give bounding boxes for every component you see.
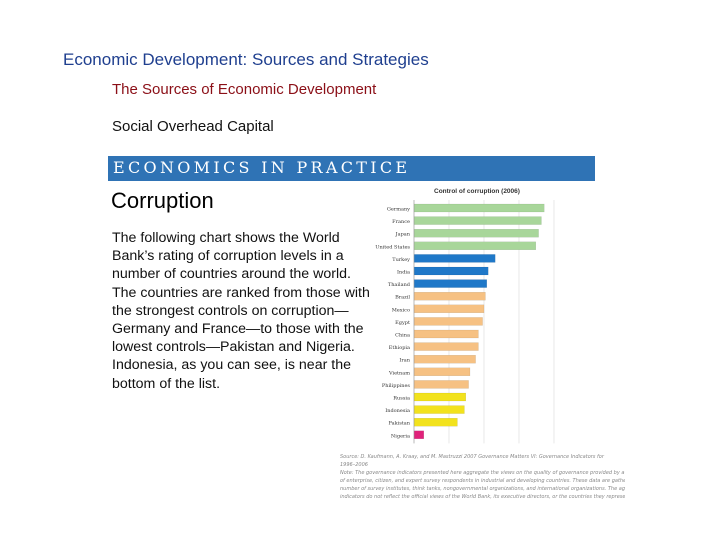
section-heading: The Sources of Economic Development	[112, 81, 377, 98]
bar-russia	[413, 392, 466, 402]
category-label: India	[397, 270, 410, 276]
category-label: Iran	[399, 358, 410, 364]
category-label: Pakistan	[388, 421, 410, 427]
bar-mexico	[413, 304, 485, 314]
source-note-line: 1996–2006	[340, 462, 368, 468]
bar-brazil	[413, 291, 486, 301]
box-body-text: The following chart shows the World Bank…	[112, 230, 370, 392]
source-note-line: number of survey institutes, think tanks…	[340, 486, 625, 492]
economics-in-practice-banner: ECONOMICS IN PRACTICE	[108, 156, 595, 181]
bar-egypt	[413, 317, 483, 326]
category-label: Nigeria	[391, 433, 410, 439]
category-label: Egypt	[395, 320, 410, 326]
category-label: Germany	[387, 207, 410, 213]
source-note: Source: D. Kaufmann, A. Kraay, and M. Ma…	[340, 453, 625, 501]
bar-india	[413, 266, 489, 276]
bar-nigeria	[413, 430, 425, 440]
category-label: Turkey	[392, 257, 410, 263]
bar-united-states	[413, 241, 537, 250]
bar-iran	[413, 354, 476, 364]
bar-philippines	[413, 380, 469, 389]
category-label: United States	[375, 244, 410, 250]
category-label: Thailand	[388, 282, 411, 288]
category-label: Russia	[393, 396, 410, 402]
bar-japan	[413, 229, 539, 238]
category-label: France	[392, 219, 410, 225]
box-title: Corruption	[111, 188, 214, 213]
bar-pakistan	[413, 417, 458, 427]
bar-turkey	[413, 254, 496, 263]
subsection-heading: Social Overhead Capital	[112, 118, 274, 135]
category-label: Brazil	[395, 295, 410, 301]
category-label: Ethiopia	[389, 345, 410, 351]
bar-thailand	[413, 279, 488, 288]
category-label: Mexico	[392, 307, 410, 313]
category-label: Vietnam	[388, 370, 410, 376]
page-title: Economic Development: Sources and Strate…	[63, 50, 429, 69]
bar-germany	[413, 203, 545, 213]
corruption-chart-svg: Control of corruption (2006)0255075100Ge…	[375, 188, 558, 462]
bar-ethiopia	[413, 342, 479, 351]
chart-title: Control of corruption (2006)	[434, 188, 520, 195]
source-note-line: Note: The governance indicators presente…	[340, 470, 625, 476]
banner-label: ECONOMICS IN PRACTICE	[113, 158, 411, 177]
corruption-chart: Control of corruption (2006)0255075100Ge…	[370, 182, 595, 462]
category-label: Indonesia	[385, 408, 410, 414]
source-note-line: of enterprise, citizen, and expert surve…	[340, 478, 625, 484]
bar-vietnam	[413, 367, 471, 377]
bar-indonesia	[413, 405, 465, 414]
bar-china	[413, 329, 479, 339]
source-note-line: Source: D. Kaufmann, A. Kraay, and M. Ma…	[340, 454, 604, 460]
bar-france	[413, 216, 542, 225]
category-label: China	[395, 333, 410, 339]
source-note-line: indicators do not reflect the official v…	[340, 494, 625, 500]
category-label: Japan	[395, 232, 411, 238]
category-label: Philippines	[382, 383, 411, 389]
